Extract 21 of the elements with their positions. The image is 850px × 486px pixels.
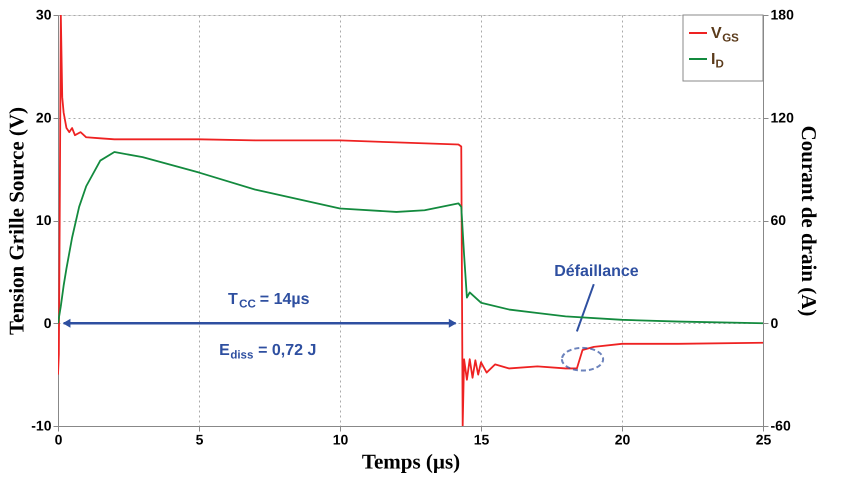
x-tick-label: 15 [474,432,490,448]
y-tick-label: 10 [36,212,52,228]
line-series [58,151,763,324]
y2-tick-label: 120 [770,109,794,126]
x-tick-label: 10 [332,432,348,448]
y2-tick-label: 0 [770,314,778,331]
y-tick-label: -10 [31,418,52,434]
y-tick-label: 0 [44,314,52,331]
x-tick-label: 25 [756,432,772,448]
x-axis-title: Temps (µs) [362,450,460,474]
annotation: Défaillance [554,263,639,280]
x-tick-label: 5 [196,432,204,448]
y2-tick-label: 180 [770,6,794,22]
x-tick-label: 20 [614,432,630,448]
y2-tick-label: 60 [770,212,786,228]
y-axis-title: Tension Grille Source (V) [4,106,28,336]
y-tick-label: 30 [36,6,52,22]
x-tick-label: 0 [54,432,63,448]
y2-axis-title: Courant de drain (A) [796,126,821,316]
y-tick-label: 20 [36,109,52,126]
y2-tick-label: -60 [770,418,791,434]
